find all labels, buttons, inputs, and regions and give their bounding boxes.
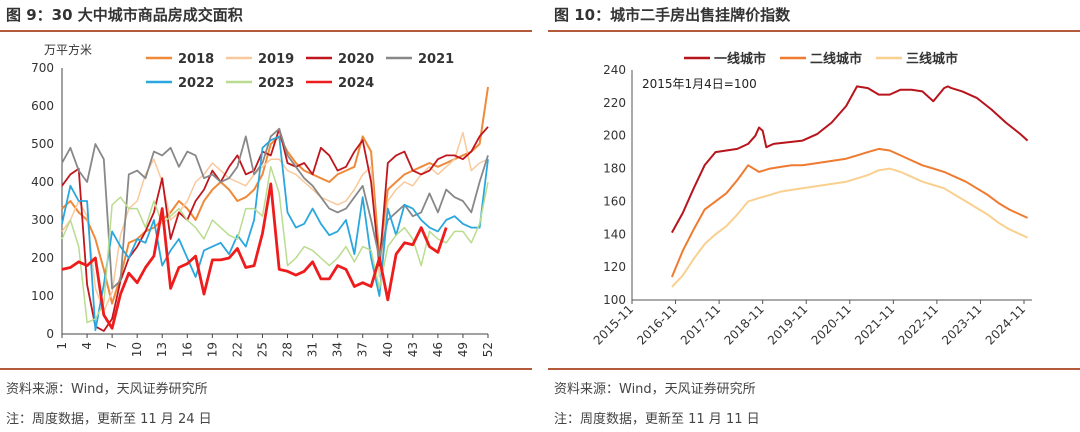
x-tick-label: 2024-11 [983,302,1028,347]
x-tick-label: 16 [180,342,194,357]
x-tick-label: 7 [105,342,119,350]
x-tick-label: 10 [130,342,144,357]
right-chart-title: 图 10：城市二手房出售挂牌价指数 [554,6,791,24]
y-tick-label: 160 [603,194,626,208]
x-tick-label: 2019-11 [765,302,810,347]
x-tick-label: 2016-11 [634,302,679,347]
series-line-2024 [61,182,448,330]
left-source-text: 资料来源：Wind，天风证券研究所 [6,382,208,397]
y-tick-label: 700 [31,61,54,75]
x-tick-label: 2018-11 [721,302,766,347]
y-tick-label: 140 [603,227,626,241]
series-line-2018 [61,86,489,305]
x-tick-label: 31 [306,342,320,357]
x-tick-label: 37 [356,342,370,357]
base-index-annotation: 2015年1月4日=100 [642,77,757,91]
right-title-rule [548,30,1080,32]
x-tick-label: 2022-11 [896,302,941,347]
left-note-text: 注：周度数据，更新至 11 月 24 日 [6,412,212,427]
legend-label-2019: 2019 [258,52,294,67]
y-tick-label: 220 [603,96,626,110]
x-tick-label: 2020-11 [809,302,854,347]
y-axis-unit-label: 万平方米 [44,42,92,57]
series-line-2019 [61,131,489,312]
x-tick-label: 1 [55,342,69,350]
legend-label-2018: 2018 [178,52,214,67]
left-title-rule [0,30,532,32]
legend-label-2020: 2020 [338,52,374,67]
left-footer-rule [0,368,532,370]
y-tick-label: 100 [31,289,54,303]
y-tick-label: 400 [31,175,54,189]
x-tick-label: 22 [230,342,244,357]
x-tick-label: 43 [406,342,420,357]
y-tick-label: 180 [603,162,626,176]
series-line-2023 [61,166,489,324]
x-tick-label: 13 [155,342,169,357]
series-line-一线城市 [671,85,1029,234]
y-tick-label: 300 [31,213,54,227]
y-tick-label: 100 [603,293,626,307]
legend-label-2024: 2024 [338,76,374,91]
y-tick-label: 200 [603,129,626,143]
x-tick-label: 2023-11 [939,302,984,347]
legend-label-二线城市: 二线城市 [810,51,862,67]
x-tick-label: 2017-11 [678,302,723,347]
y-tick-label: 500 [31,137,54,151]
x-tick-label: 40 [381,342,395,357]
x-tick-label: 28 [281,342,295,357]
x-tick-label: 25 [255,342,269,357]
left-line-chart: 万平方米 0 100 200 300 400 500 600 700 1 4 7 10 13 16 19 22 2… [31,42,495,357]
legend-label-2022: 2022 [178,76,214,91]
x-tick-label: 19 [205,342,219,357]
legend-label-一线城市: 一线城市 [714,51,766,67]
y-tick-label: 200 [31,251,54,265]
y-tick-label: 240 [603,63,626,77]
x-tick-label: 34 [331,342,345,357]
y-tick-label: 0 [46,327,54,341]
legend-label-2021: 2021 [418,52,454,67]
left-chart-title: 图 9：30 大中城市商品房成交面积 [6,6,243,24]
series-line-2022 [61,135,489,332]
x-tick-label: 52 [481,342,495,357]
right-source-text: 资料来源：Wind，天风证券研究所 [554,382,756,397]
right-line-chart: 1001201401601802002202402015-112016-1120… [591,51,1032,348]
x-tick-label: 49 [456,342,470,357]
x-tick-label: 2015-11 [591,302,636,347]
legend-label-三线城市: 三线城市 [906,51,958,67]
right-footer-rule [548,368,1080,370]
x-tick-label: 4 [80,342,94,350]
x-tick-label: 2021-11 [852,302,897,347]
right-note-text: 注：周度数据，更新至 11 月 11 日 [554,412,760,427]
series-line-2020 [61,126,489,332]
legend-label-2023: 2023 [258,76,294,91]
left-chart-panel: 图 9：30 大中城市商品房成交面积 万平方米 0 100 200 300 400 500 6… [0,0,532,432]
right-chart-panel: 图 10：城市二手房出售挂牌价指数 100 120 140 160 180 200 220 2… [548,0,1080,432]
x-tick-label: 46 [431,342,445,357]
series-line-二线城市 [670,147,1029,278]
y-tick-label: 120 [603,260,626,274]
series-line-三线城市 [671,167,1029,288]
y-tick-label: 600 [31,99,54,113]
